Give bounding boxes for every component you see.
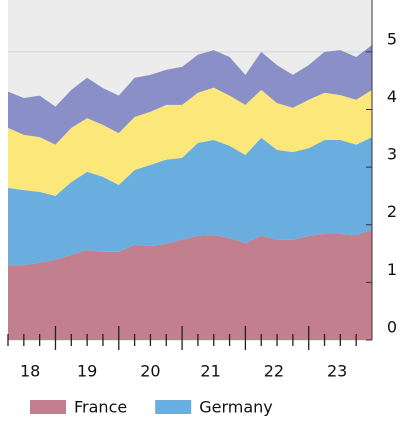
x-tick-label: 20 (140, 362, 160, 381)
legend-label: Germany (199, 398, 273, 417)
legend-swatch (155, 400, 192, 414)
x-tick-label: 19 (77, 362, 97, 381)
area (8, 229, 372, 340)
y-tick-label: 0 (387, 318, 397, 337)
area (8, 44, 372, 145)
y-tick-label: 1 (387, 260, 397, 279)
area (8, 87, 372, 196)
legend-label: France (74, 398, 127, 417)
x-tick-label: 23 (327, 362, 347, 381)
y-tick-label: 2 (387, 202, 397, 221)
y-tick-label: 5 (387, 29, 397, 48)
areas (8, 44, 372, 340)
x-tick-label: 21 (200, 362, 220, 381)
legend-swatch (30, 400, 66, 414)
x-tick-label: 22 (264, 362, 284, 381)
y-tick-label: 3 (387, 145, 397, 164)
area (8, 137, 372, 266)
x-tick-label: 18 (20, 362, 40, 381)
legend: France Germany (30, 398, 273, 417)
y-tick-label: 4 (387, 87, 397, 106)
